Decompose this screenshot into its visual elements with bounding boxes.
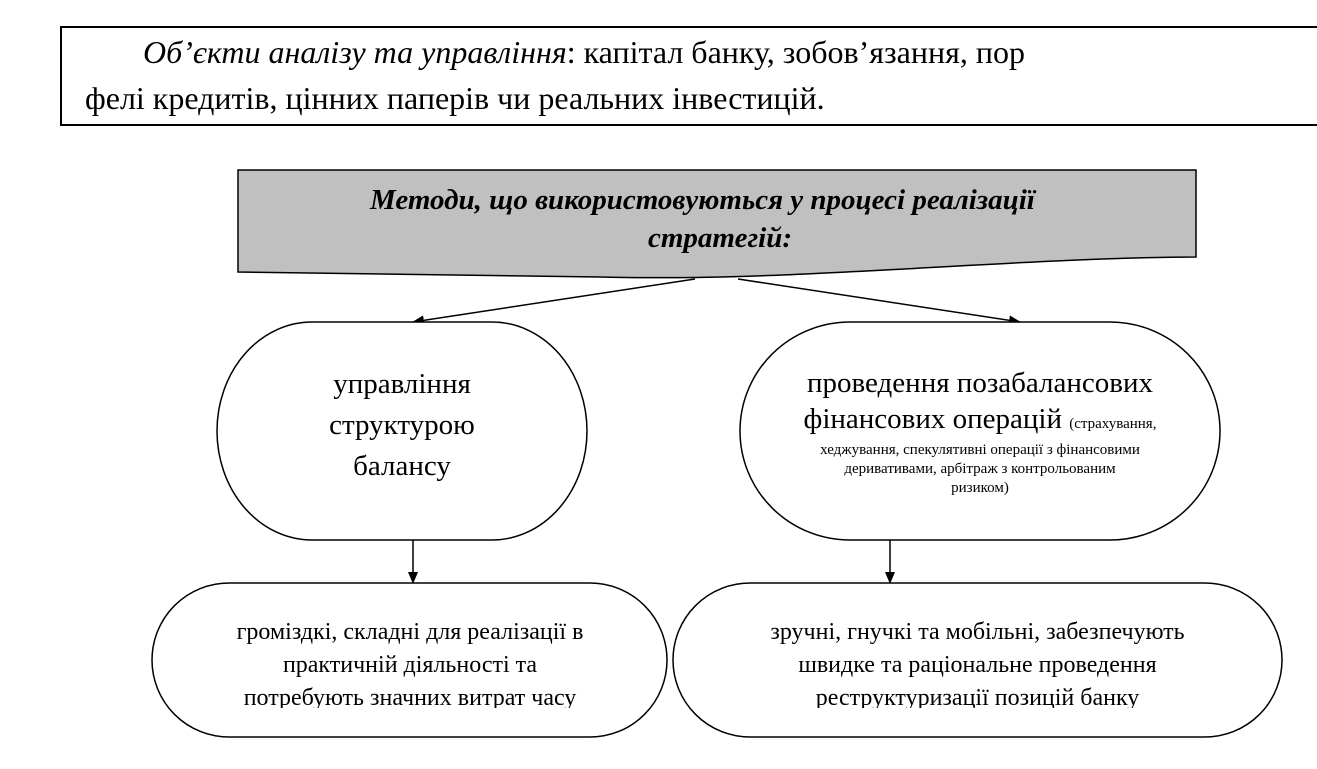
left-method-text: управління структурою балансу (217, 364, 587, 487)
right-result-node (672, 582, 1283, 738)
header-line-1: Методи, що використовуються у процесі ре… (370, 184, 1035, 216)
text-line: зручні, гнучкі та мобільні, забезпечують (770, 619, 1185, 645)
note-text: (страхування, (1069, 416, 1157, 432)
right-method-text: проведення позабалансових фінансових опе… (750, 364, 1210, 508)
text-line: громіздкі, складні для реалізації в (236, 619, 584, 645)
text-line: фінансових операцій (803, 403, 1062, 435)
note-text: деривативами, арбітраж з контрольованим (844, 461, 1116, 477)
arrow-to-left-method (412, 278, 696, 326)
objects-label: Об’єкти аналізу та управління (143, 34, 567, 70)
note-text: ризиком) (951, 480, 1009, 496)
left-result-node (151, 582, 668, 738)
objects-line-1: Об’єкти аналізу та управління: капітал б… (143, 34, 1025, 70)
text-line: балансу (353, 450, 451, 482)
left-method-node (216, 321, 588, 541)
objects-text-box (60, 26, 1317, 126)
text-line: потребують значних витрат часу (243, 685, 577, 708)
note-text: хеджування, спекулятивні операції з фіна… (820, 442, 1140, 458)
text-line: реструктуризації позицій банку (815, 685, 1140, 708)
objects-line-2: фелі кредитів, цінних паперів чи реальни… (85, 80, 825, 116)
text-line: управління (333, 368, 471, 400)
objects-text: : капітал банку, зобов’язання, пор (566, 34, 1025, 70)
text-line: структурою (329, 409, 475, 441)
left-result-text: громіздкі, складні для реалізації в прак… (160, 616, 660, 708)
right-result-text: зручні, гнучкі та мобільні, забезпечують… (680, 616, 1275, 708)
right-method-node (739, 321, 1221, 541)
text-line: швидке та раціональне проведення (798, 652, 1157, 678)
methods-header-banner (237, 169, 1197, 279)
arrow-to-right-method (737, 278, 1021, 326)
text-line: практичній діяльності та (282, 652, 538, 678)
header-line-2: стратегій: (647, 222, 793, 254)
text-line: проведення позабалансових (807, 367, 1153, 399)
